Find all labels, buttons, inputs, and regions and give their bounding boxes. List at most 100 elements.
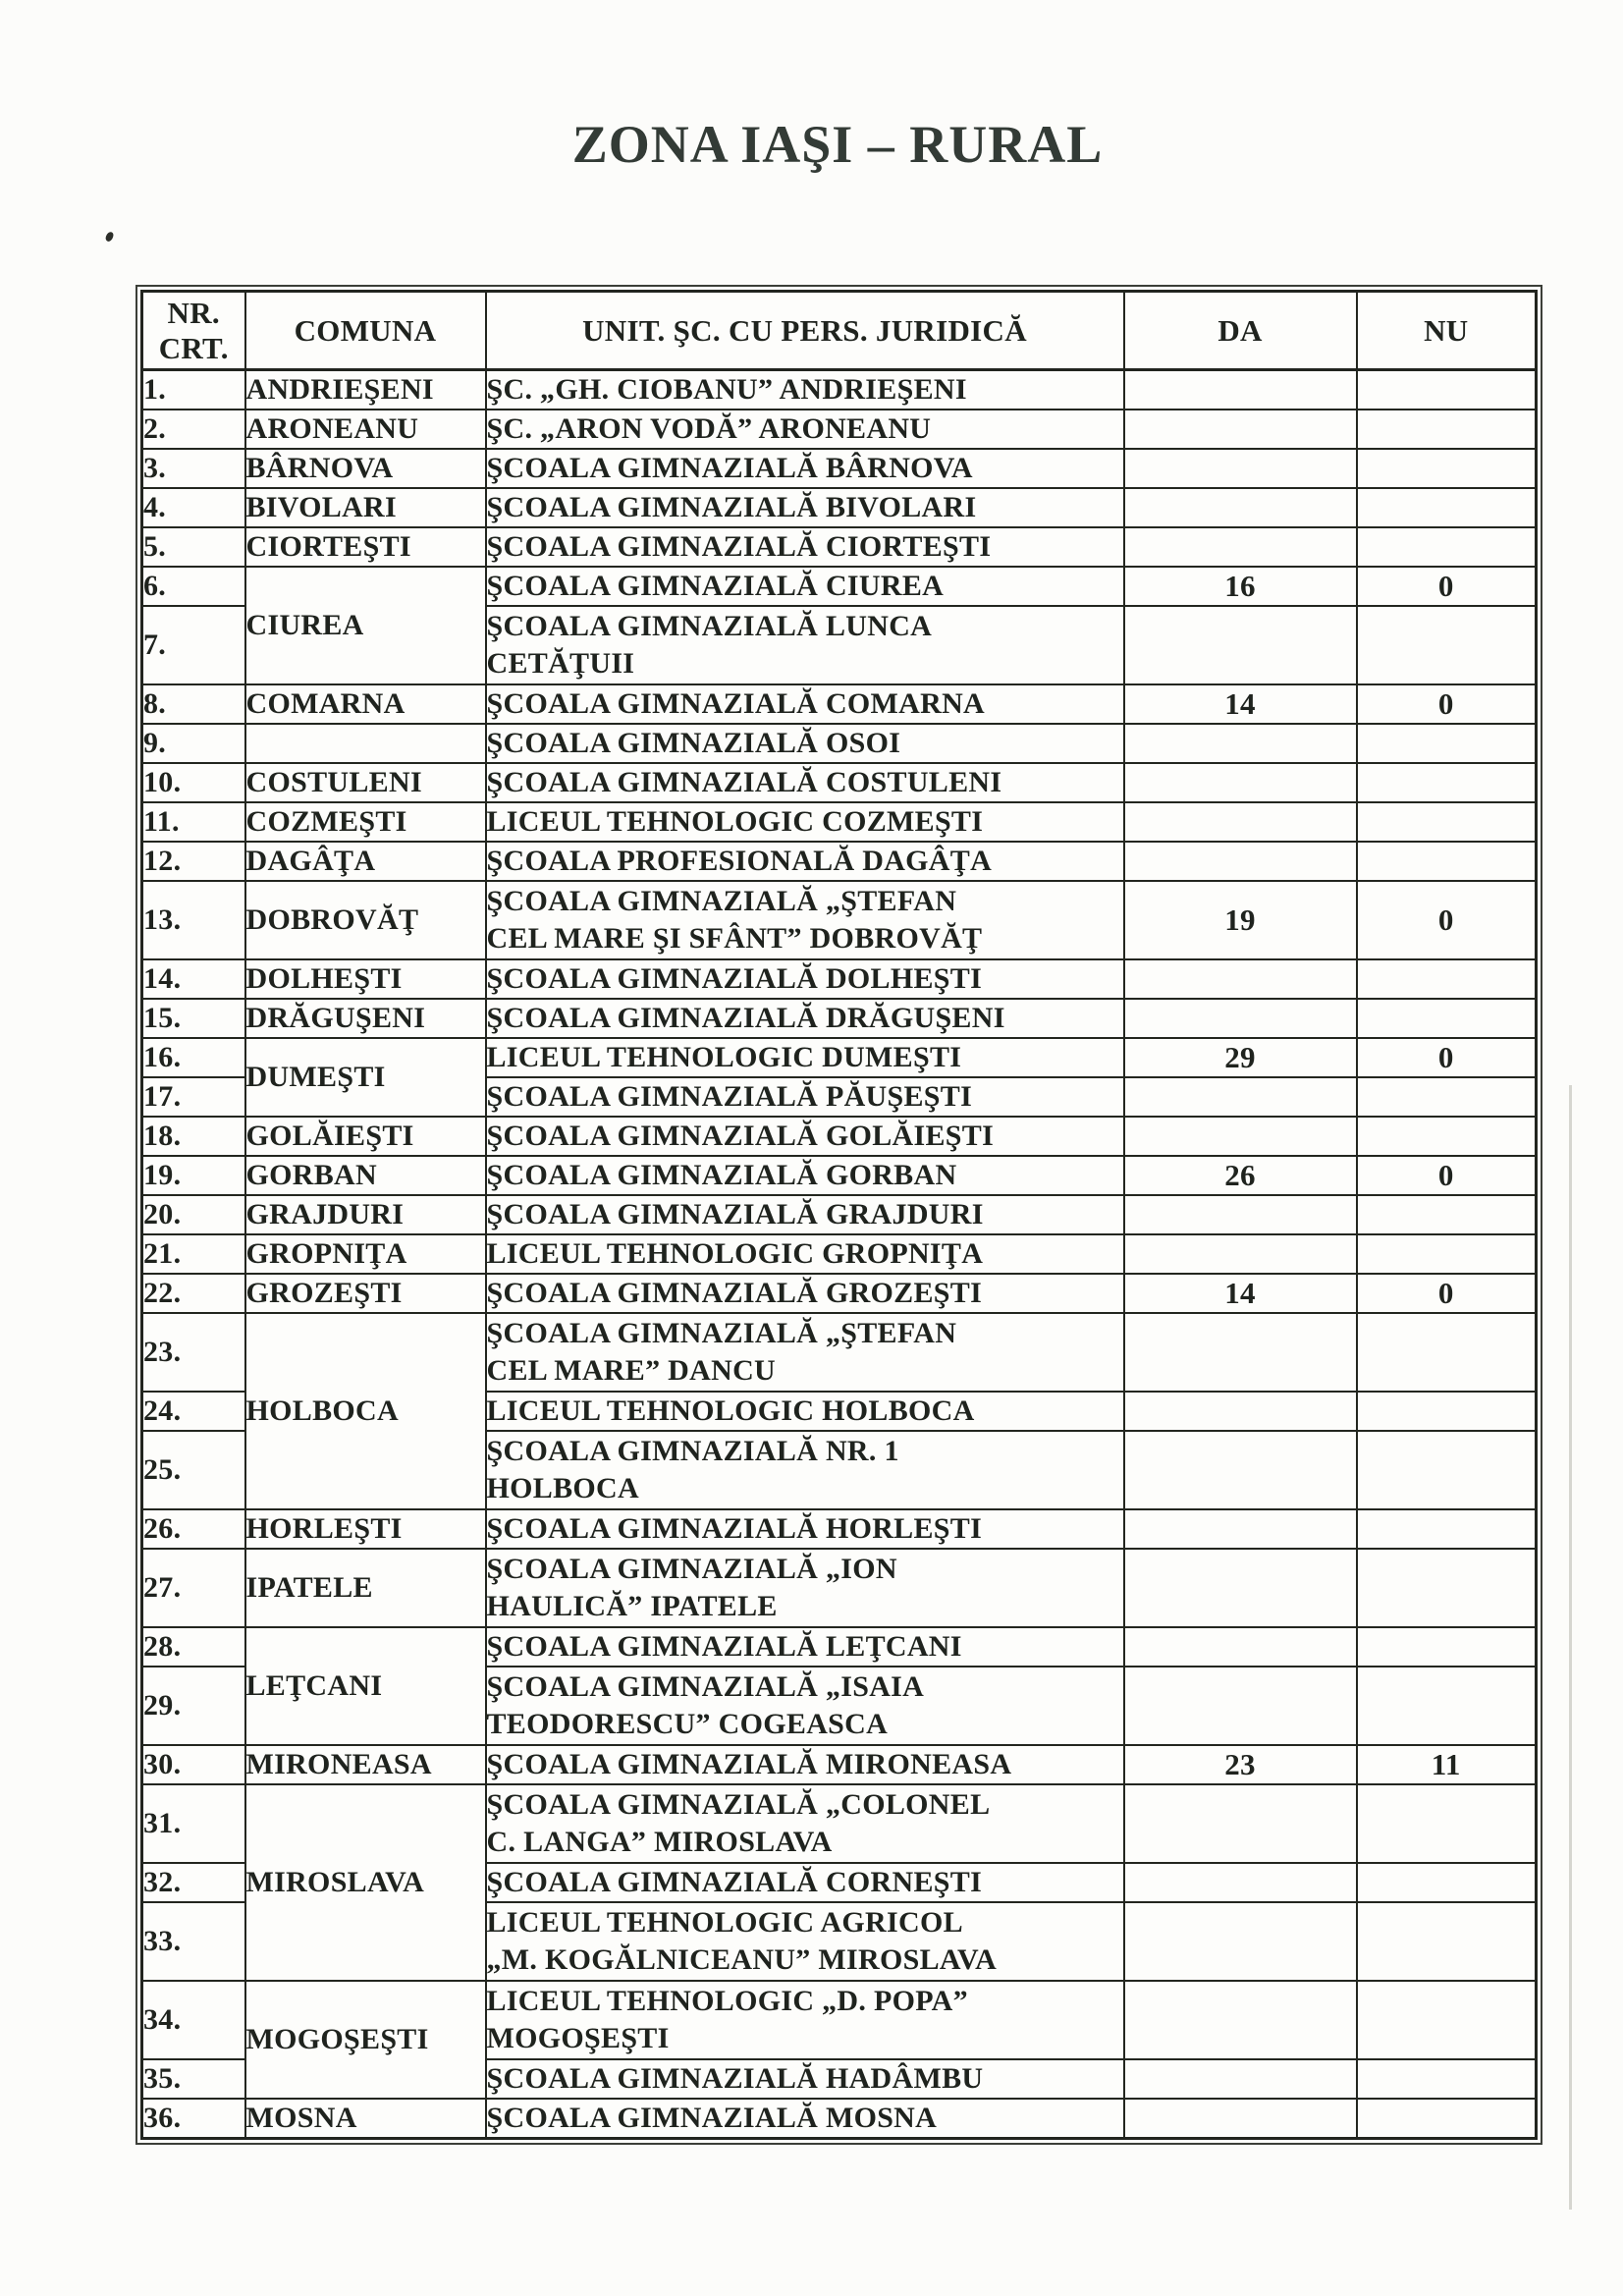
cell-comuna: CIORTEŞTI bbox=[243, 526, 487, 568]
cell-nu bbox=[1355, 958, 1538, 1000]
cell-comuna: DRĂGUŞENI bbox=[243, 998, 487, 1039]
cell-unit: ŞCOALA GIMNAZIALĂ LEŢCANI bbox=[484, 1626, 1125, 1667]
table-row: 23. HOLBOCA ŞCOALA GIMNAZIALĂ „ŞTEFAN CEL … bbox=[140, 1312, 1538, 1510]
table-row: 35. ŞCOALA GIMNAZIALĂ HADÂMBU bbox=[140, 2058, 1538, 2100]
cell-nr: 19. bbox=[140, 1155, 246, 1196]
cell-nr: 26. bbox=[140, 1508, 246, 1550]
cell-da bbox=[1122, 1862, 1358, 1903]
cell-comuna: MOGOŞEŞTI bbox=[243, 1980, 487, 2100]
header-unit: UNIT. ŞC. CU PERS. JURIDICĂ bbox=[484, 290, 1125, 371]
cell-nr: 33. bbox=[140, 1901, 246, 1982]
table-row: 33. LICEUL TEHNOLOGIC AGRICOL „M. KOGĂLNI… bbox=[140, 1901, 1538, 1982]
cell-unit: LICEUL TEHNOLOGIC COZMEŞTI bbox=[484, 801, 1125, 843]
table-row: 25. ŞCOALA GIMNAZIALĂ NR. 1 HOLBOCA bbox=[140, 1430, 1538, 1510]
cell-unit: ŞCOALA GIMNAZIALĂ PĂUŞEŞTI bbox=[484, 1076, 1125, 1118]
table-row: 30. MIRONEASA ŞCOALA GIMNAZIALĂ MIRONEASA 2… bbox=[140, 1744, 1538, 1785]
cell-da bbox=[1122, 1666, 1358, 1746]
cell-comuna: LEŢCANI bbox=[243, 1626, 487, 1746]
cell-nr: 5. bbox=[140, 526, 246, 568]
cell-comuna: COSTULENI bbox=[243, 762, 487, 803]
table-row: 4. BIVOLARI ŞCOALA GIMNAZIALĂ BIVOLARI bbox=[140, 487, 1538, 528]
cell-unit: ŞC. „ARON VODĂ” ARONEANU bbox=[484, 409, 1125, 450]
scan-speck bbox=[104, 231, 115, 243]
scan-artifact-line bbox=[1569, 1085, 1572, 2210]
table-row: 7. ŞCOALA GIMNAZIALĂ LUNCA CETĂŢUII bbox=[140, 605, 1538, 685]
cell-nu bbox=[1355, 1666, 1538, 1746]
cell-nu: 11 bbox=[1355, 1744, 1538, 1785]
header-da: DA bbox=[1122, 290, 1358, 371]
cell-nu bbox=[1355, 1233, 1538, 1275]
cell-nu bbox=[1355, 762, 1538, 803]
cell-comuna: GRAJDURI bbox=[243, 1194, 487, 1235]
cell-nu bbox=[1355, 448, 1538, 489]
cell-comuna: ARONEANU bbox=[243, 409, 487, 450]
cell-nu bbox=[1355, 1116, 1538, 1157]
cell-nr: 2. bbox=[140, 409, 246, 450]
cell-comuna: GOLĂIEŞTI bbox=[243, 1116, 487, 1157]
cell-comuna: MIRONEASA bbox=[243, 1744, 487, 1785]
table-row: 14. DOLHEŞTI ŞCOALA GIMNAZIALĂ DOLHEŞTI bbox=[140, 958, 1538, 1000]
cell-comuna: COZMEŞTI bbox=[243, 801, 487, 843]
cell-comuna bbox=[243, 723, 487, 764]
cell-comuna: COMARNA bbox=[243, 683, 487, 725]
cell-da bbox=[1122, 958, 1358, 1000]
table-row: 2. ARONEANU ŞC. „ARON VODĂ” ARONEANU bbox=[140, 409, 1538, 450]
cell-unit: ŞCOALA GIMNAZIALĂ „ŞTEFAN CEL MARE ŞI SF… bbox=[484, 880, 1125, 960]
cell-da bbox=[1122, 2058, 1358, 2100]
table-row: 22. GROZEŞTI ŞCOALA GIMNAZIALĂ GROZEŞTI 14 0 bbox=[140, 1273, 1538, 1314]
cell-nu bbox=[1355, 1862, 1538, 1903]
cell-nu bbox=[1355, 487, 1538, 528]
header-nr: NR. CRT. bbox=[140, 290, 246, 371]
cell-unit: ŞCOALA GIMNAZIALĂ LUNCA CETĂŢUII bbox=[484, 605, 1125, 685]
cell-da bbox=[1122, 605, 1358, 685]
cell-unit: ŞCOALA GIMNAZIALĂ MOSNA bbox=[484, 2098, 1125, 2140]
cell-da bbox=[1122, 526, 1358, 568]
cell-da bbox=[1122, 1430, 1358, 1510]
cell-nu bbox=[1355, 1076, 1538, 1118]
cell-da bbox=[1122, 2098, 1358, 2140]
cell-unit: ŞCOALA GIMNAZIALĂ CORNEŞTI bbox=[484, 1862, 1125, 1903]
schools-table: NR. CRT. COMUNA UNIT. ŞC. CU PERS. JURID… bbox=[135, 285, 1542, 2145]
cell-nr: 16. bbox=[140, 1037, 246, 1078]
table-row: 16. DUMEŞTI LICEUL TEHNOLOGIC DUMEŞTI 29 0 bbox=[140, 1037, 1538, 1118]
cell-nu bbox=[1355, 409, 1538, 450]
cell-nu bbox=[1355, 998, 1538, 1039]
table-row: 31. MIROSLAVA ŞCOALA GIMNAZIALĂ „COLONEL C… bbox=[140, 1783, 1538, 1982]
cell-da bbox=[1122, 448, 1358, 489]
cell-nr: 36. bbox=[140, 2098, 246, 2140]
cell-nu bbox=[1355, 2058, 1538, 2100]
cell-comuna: GROZEŞTI bbox=[243, 1273, 487, 1314]
cell-comuna: BÂRNOVA bbox=[243, 448, 487, 489]
table-row: 20. GRAJDURI ŞCOALA GIMNAZIALĂ GRAJDURI bbox=[140, 1194, 1538, 1235]
cell-nu: 0 bbox=[1355, 1155, 1538, 1196]
cell-unit: ŞCOALA GIMNAZIALĂ BÂRNOVA bbox=[484, 448, 1125, 489]
table-row: 8. COMARNA ŞCOALA GIMNAZIALĂ COMARNA 14 0 bbox=[140, 683, 1538, 725]
cell-comuna: GROPNIŢA bbox=[243, 1233, 487, 1275]
cell-da bbox=[1122, 1783, 1358, 1864]
cell-nr: 15. bbox=[140, 998, 246, 1039]
cell-da: 23 bbox=[1122, 1744, 1358, 1785]
cell-nu bbox=[1355, 1312, 1538, 1393]
cell-unit: LICEUL TEHNOLOGIC AGRICOL „M. KOGĂLNICEA… bbox=[484, 1901, 1125, 1982]
cell-nu bbox=[1355, 841, 1538, 882]
cell-nr: 21. bbox=[140, 1233, 246, 1275]
cell-nu bbox=[1355, 2098, 1538, 2140]
cell-nu bbox=[1355, 1430, 1538, 1510]
table-row: 18. GOLĂIEŞTI ŞCOALA GIMNAZIALĂ GOLĂIEŞTI bbox=[140, 1116, 1538, 1157]
cell-nu bbox=[1355, 1901, 1538, 1982]
cell-nu bbox=[1355, 1980, 1538, 2060]
cell-da bbox=[1122, 1508, 1358, 1550]
cell-nr: 6. bbox=[140, 566, 246, 607]
cell-unit: ŞCOALA GIMNAZIALĂ COMARNA bbox=[484, 683, 1125, 725]
cell-nr: 9. bbox=[140, 723, 246, 764]
table-row: 12. DAGÂŢA ŞCOALA PROFESIONALĂ DAGÂŢA bbox=[140, 841, 1538, 882]
table-row: 15. DRĂGUŞENI ŞCOALA GIMNAZIALĂ DRĂGUŞENI bbox=[140, 998, 1538, 1039]
cell-unit: ŞCOALA GIMNAZIALĂ NR. 1 HOLBOCA bbox=[484, 1430, 1125, 1510]
table-row: 17. ŞCOALA GIMNAZIALĂ PĂUŞEŞTI bbox=[140, 1076, 1538, 1118]
table-row: 34. MOGOŞEŞTI LICEUL TEHNOLOGIC „D. POPA” … bbox=[140, 1980, 1538, 2100]
cell-nu bbox=[1355, 1194, 1538, 1235]
cell-comuna: DUMEŞTI bbox=[243, 1037, 487, 1118]
cell-comuna: HOLBOCA bbox=[243, 1312, 487, 1510]
cell-da bbox=[1122, 723, 1358, 764]
